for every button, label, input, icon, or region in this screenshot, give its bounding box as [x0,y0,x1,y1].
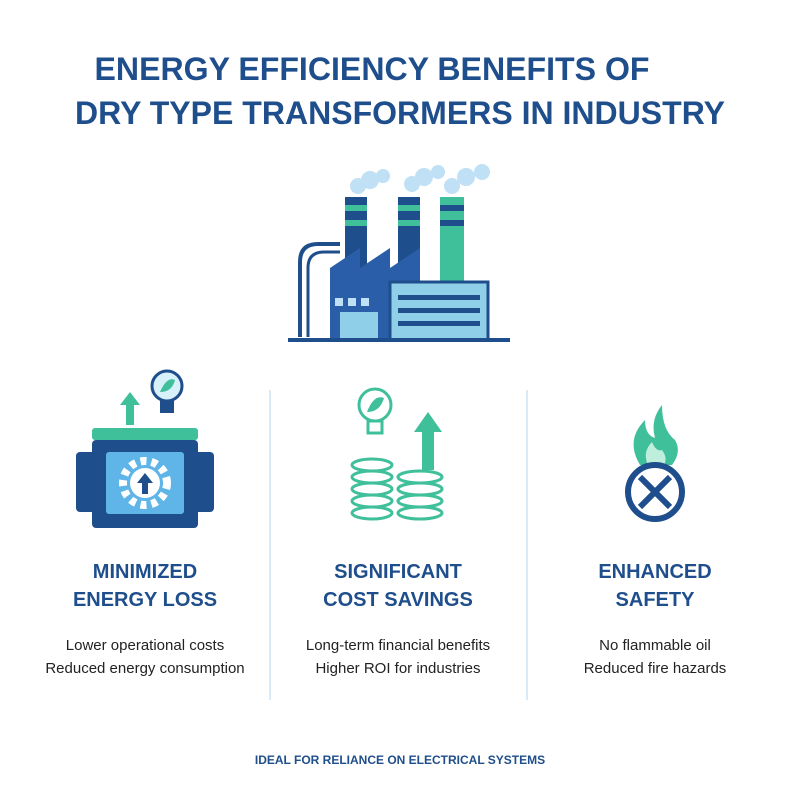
icon-shape [431,165,445,179]
benefit-point: Lower operational costs [66,637,224,654]
icon-shape [194,452,214,512]
icon-shape [340,312,378,340]
icon-shape [440,205,464,211]
icon-shape [415,168,433,186]
benefit-point: Reduced fire hazards [584,660,727,677]
icon-shape [160,401,174,413]
icon-shape [160,379,175,392]
icon-shape [350,469,394,485]
safety-icon [625,405,685,522]
benefit-point: Higher ROI for industries [315,660,480,677]
icon-shape [76,452,96,512]
icon-shape [350,493,394,509]
benefit-heading: SAFETY [616,589,696,611]
icon-shape [396,481,444,497]
icon-shape [633,405,678,465]
icon-shape [288,338,510,342]
icon-shape [440,220,464,226]
icon-shape [398,295,480,300]
icon-shape [398,308,480,313]
icon-shape [119,457,171,509]
title-line: DRY TYPE TRANSFORMERS IN INDUSTRY [75,95,725,131]
benefit-point: No flammable oil [599,637,711,654]
title-line: ENERGY EFFICIENCY BENEFITS OF [95,51,650,87]
icon-shape [335,298,343,306]
savings-icon [350,387,444,521]
icon-shape [396,505,444,521]
icon-shape [366,419,384,435]
icon-shape [350,481,394,497]
icon-shape [350,164,490,194]
icon-shape [306,250,340,337]
footer: IDEAL FOR RELIANCE ON ELECTRICAL SYSTEMS [255,753,545,767]
benefit-point: Long-term financial benefits [306,637,490,654]
icon-shape [345,205,367,211]
benefit-heading: ENHANCED [598,561,711,583]
icon-shape [345,220,367,226]
benefit-heading: ENERGY LOSS [73,589,217,611]
icon-shape [444,178,460,194]
icon-shape [350,457,444,521]
transformer-icon [76,369,214,528]
icon-shape [298,242,340,337]
icon-shape [398,321,480,326]
icon-shape [92,428,198,440]
icon-shape [398,205,420,211]
icon-shape [350,505,394,521]
icon-shape [361,298,369,306]
icon-shape [414,412,442,470]
factory-icon [288,164,510,342]
icon-shape [396,469,444,485]
benefit-heading: MINIMIZED [93,561,197,583]
icon-shape [398,220,420,226]
icon-shape [137,473,153,494]
benefit-heading: SIGNIFICANT [334,561,462,583]
icon-shape [367,397,384,412]
icon-shape [361,171,379,189]
icon-shape [474,164,490,180]
icon-shape [120,392,140,425]
icon-shape [637,474,673,510]
icon-shape [645,442,666,465]
icon-shape [348,298,356,306]
benefit-point: Reduced energy consumption [45,660,244,677]
icon-shape [350,457,394,473]
benefit-heading: COST SAVINGS [323,589,473,611]
icon-shape [376,169,390,183]
icon-shape [440,197,464,287]
icon-shape [396,493,444,509]
icon-shape [457,168,475,186]
